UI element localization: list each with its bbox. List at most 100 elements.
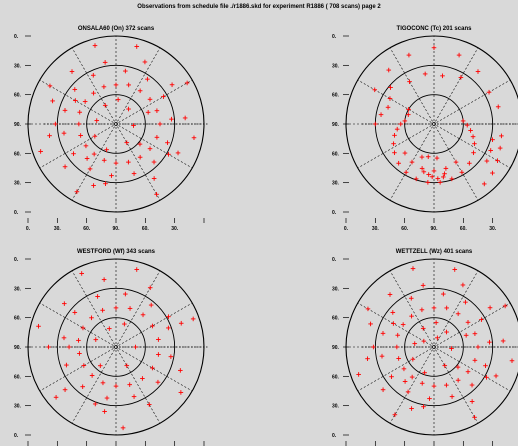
scan-point (419, 307, 425, 313)
panel-title: WETTZELL (Wz) 401 scans (396, 249, 473, 255)
scan-point (472, 141, 477, 147)
scan-point (71, 151, 76, 157)
scan-point (444, 382, 449, 388)
scan-point (398, 121, 404, 127)
scan-point (126, 82, 131, 88)
scan-point (429, 174, 435, 180)
scan-point (392, 150, 397, 156)
scan-point (69, 69, 75, 74)
azimuth-gridline (71, 270, 115, 345)
scan-point (490, 137, 495, 142)
panel-title: TIGOCONC (Tc) 201 scans (397, 26, 473, 32)
scan-point (472, 331, 478, 337)
scan-point (444, 329, 449, 335)
scan-point (62, 387, 68, 393)
scan-point (420, 326, 426, 331)
scan-point (408, 295, 414, 301)
y-tick-label: 30. (332, 286, 340, 292)
scan-point (76, 338, 81, 343)
scan-point (427, 396, 432, 401)
scan-point (113, 383, 119, 389)
scan-point (95, 294, 100, 299)
scan-point (184, 80, 190, 86)
y-tick-label: 60. (14, 93, 22, 99)
y-tick-label: 90. (14, 345, 22, 351)
scan-point (396, 160, 401, 166)
scan-point (484, 375, 489, 380)
scan-point (92, 43, 98, 48)
scan-point (107, 326, 112, 331)
scan-point (147, 285, 153, 291)
scan-point (419, 380, 425, 386)
azimuth-gridline (117, 47, 161, 122)
scan-point (475, 344, 481, 350)
scan-point (81, 363, 87, 368)
y-tick-label: 0. (332, 210, 337, 216)
sky-plot-panel: TIGOCONC (Tc) 201 scans 0. 30. 60. 90. 60. 30.… (332, 26, 518, 232)
scan-point (387, 292, 393, 297)
scan-point (182, 115, 188, 121)
scan-point (133, 344, 138, 350)
sky-plot-panel: ONSALA60 (On) 372 scans 0. 30. 60. 90. 60. 30.… (14, 26, 208, 232)
x-tick-label: 30. (54, 226, 62, 232)
scan-point (101, 84, 107, 90)
scan-point (388, 85, 393, 90)
scan-point (50, 98, 55, 104)
scan-point (83, 143, 89, 149)
scan-point (368, 321, 373, 327)
scan-point (469, 399, 475, 404)
scan-point (409, 313, 414, 319)
scan-point (483, 363, 488, 369)
scan-point (433, 320, 439, 325)
scan-point (53, 394, 59, 400)
scan-point (431, 45, 437, 51)
scan-point (449, 394, 455, 399)
scan-point (444, 305, 449, 311)
y-tick-label: 60. (14, 316, 22, 322)
scan-point (103, 181, 108, 187)
scan-point (380, 331, 386, 336)
scan-point (400, 322, 406, 327)
scan-point (62, 164, 68, 170)
x-tick-label: 30. (372, 226, 380, 232)
scan-point (120, 425, 126, 431)
y-tick-label: 0. (14, 433, 19, 439)
y-tick-label: 60. (332, 374, 340, 380)
scan-point (405, 112, 411, 117)
scan-point (468, 128, 473, 133)
scan-point (146, 402, 152, 407)
scan-point (166, 314, 171, 319)
scan-point (145, 76, 150, 82)
scan-point (460, 282, 466, 288)
scan-point (373, 121, 378, 127)
azimuth-gridline (389, 349, 433, 424)
x-tick-label: 60. (460, 226, 468, 232)
scan-point (80, 384, 85, 389)
scan-point (406, 52, 412, 58)
azimuth-gridline (389, 47, 433, 122)
scan-point (371, 344, 376, 350)
scan-point (470, 134, 476, 139)
scan-point (453, 159, 459, 165)
scan-point (97, 363, 103, 369)
scan-point (178, 368, 183, 373)
azimuth-gridline (118, 79, 193, 123)
scan-point (464, 122, 470, 128)
scan-point (166, 325, 171, 331)
scan-point (356, 372, 361, 377)
scan-point (47, 133, 52, 139)
scan-point (175, 150, 181, 156)
y-tick-label: 30. (332, 404, 340, 410)
scan-point (142, 59, 148, 65)
scan-point (127, 382, 133, 387)
y-tick-label: 60. (14, 374, 22, 380)
scan-point (455, 364, 461, 370)
scan-point (409, 159, 415, 165)
scan-point (402, 379, 408, 384)
scan-point (405, 389, 411, 395)
azimuth-gridline (39, 348, 114, 392)
scan-point (443, 166, 449, 171)
sky-plot-panel: WETTZELL (Wz) 401 scans 0. 30. 60. 90. 60. 30.… (332, 249, 518, 446)
scan-point (74, 189, 80, 195)
scan-point (154, 134, 160, 140)
